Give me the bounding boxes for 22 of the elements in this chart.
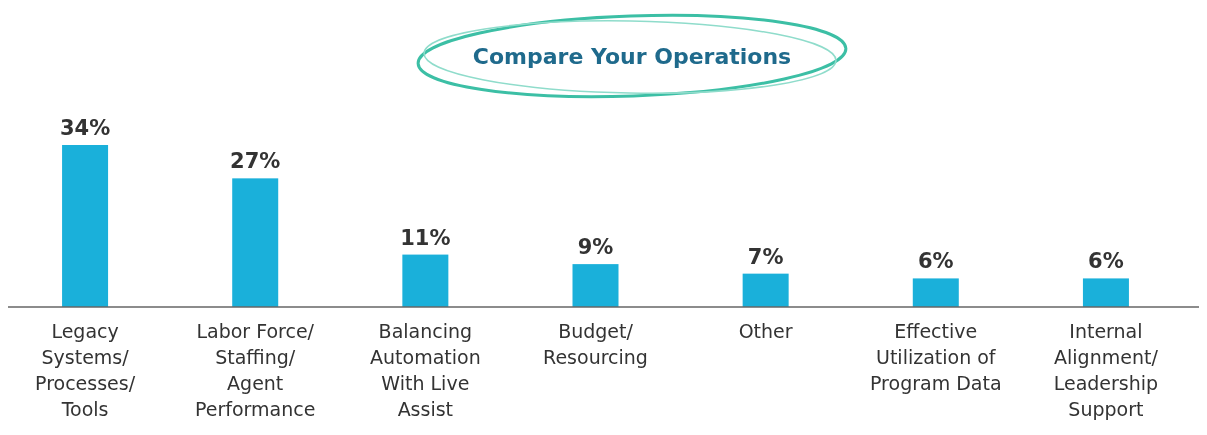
bar <box>912 278 959 307</box>
bar <box>232 178 279 307</box>
x-tick-label: Legacy Systems/ Processes/ Tools <box>35 320 136 420</box>
x-tick-label: Balancing Automation With Live Assist <box>370 320 481 420</box>
data-label: 6% <box>1088 249 1124 274</box>
bar <box>572 264 619 307</box>
x-tick-label: Other <box>738 320 793 342</box>
bar <box>742 273 789 307</box>
data-label: 34% <box>59 116 111 140</box>
x-tick-label: Labor Force/ Staffing/ Agent Performance <box>195 320 316 420</box>
data-label: 9% <box>577 235 614 260</box>
data-label: 7% <box>747 244 784 269</box>
bar <box>62 145 109 307</box>
x-tick-label: Effective Utilization of Program Data <box>870 320 1002 394</box>
bar <box>402 254 449 307</box>
data-label: 11% <box>400 225 451 250</box>
data-label: 27% <box>230 149 281 174</box>
x-tick-label: Internal Alignment/ Leadership Support <box>1053 320 1159 420</box>
bar <box>1082 278 1129 307</box>
data-label: 6% <box>917 249 954 274</box>
chart-title: Compare Your Operations <box>472 44 792 69</box>
x-tick-label: Budget/ Resourcing <box>543 320 648 368</box>
